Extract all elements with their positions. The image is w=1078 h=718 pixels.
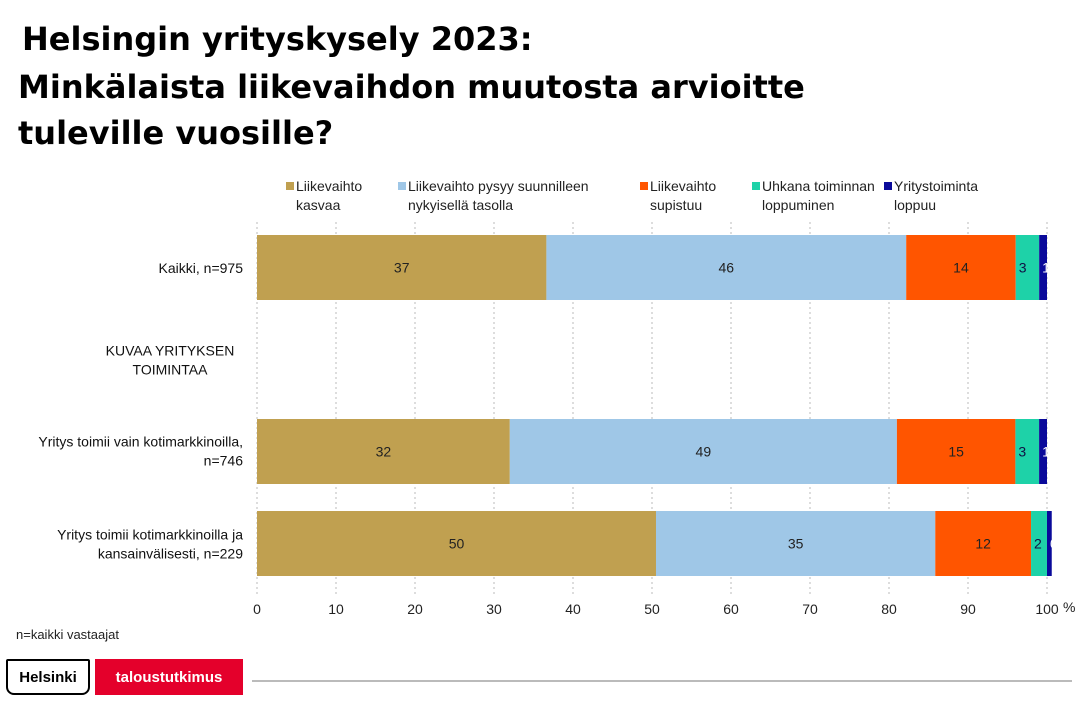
category-label: Yritys toimii kotimarkkinoilla ja — [57, 527, 243, 543]
data-label: 14 — [953, 260, 969, 276]
category-label: kansainvälisesti, n=229 — [98, 546, 243, 562]
legend-label: Uhkana toiminnan — [762, 178, 875, 194]
data-label: 3 — [1019, 260, 1027, 276]
helsinki-logo: Helsinki — [6, 659, 90, 695]
category-label: Kaikki, n=975 — [159, 260, 244, 276]
x-tick-label: 10 — [328, 601, 344, 617]
footnote: n=kaikki vastaajat — [16, 627, 119, 642]
data-label: 15 — [948, 444, 964, 460]
legend-swatch — [752, 182, 760, 190]
bar-segment — [655, 511, 936, 576]
data-label: 32 — [376, 444, 392, 460]
bar-segment — [896, 419, 1016, 484]
taloustutkimus-logo: taloustutkimus — [95, 659, 243, 695]
legend-label: kasvaa — [296, 197, 341, 213]
x-tick-label: 80 — [881, 601, 897, 617]
x-tick-label: 20 — [407, 601, 423, 617]
bar-segment — [1047, 511, 1052, 576]
x-tick-label: 0 — [253, 601, 261, 617]
bar-segment — [1015, 235, 1040, 300]
x-unit-label: % — [1063, 599, 1075, 615]
category-label: n=746 — [204, 453, 244, 469]
x-tick-label: 60 — [723, 601, 739, 617]
legend-label: Yritystoiminta — [894, 178, 978, 194]
bar-segment — [257, 235, 547, 300]
bar-segment — [1039, 419, 1047, 484]
legend-label: loppuminen — [762, 197, 834, 213]
data-label: 49 — [696, 444, 712, 460]
data-label: 35 — [788, 536, 804, 552]
bar-segment — [935, 511, 1032, 576]
legend-label: Liikevaihto — [296, 178, 362, 194]
bar-segment — [906, 235, 1016, 300]
title-line-1: Helsingin yrityskysely 2023: — [22, 20, 533, 58]
bar-segment — [546, 235, 907, 300]
x-tick-label: 30 — [486, 601, 502, 617]
bar-segment — [257, 511, 656, 576]
bar-segment — [257, 419, 510, 484]
data-label: 50 — [449, 536, 465, 552]
data-label: 2 — [1034, 536, 1042, 552]
legend-swatch — [640, 182, 648, 190]
category-label: KUVAA YRITYKSEN — [106, 343, 235, 359]
legend-label: nykyisellä tasolla — [408, 197, 513, 213]
x-tick-label: 50 — [644, 601, 660, 617]
x-tick-label: 90 — [960, 601, 976, 617]
legend-label: Liikevaihto pysyy suunnilleen — [408, 178, 589, 194]
legend-swatch — [398, 182, 406, 190]
legend-label: supistuu — [650, 197, 702, 213]
legend-swatch — [286, 182, 294, 190]
data-label: 1 — [1042, 444, 1050, 460]
bar-segment — [509, 419, 897, 484]
bar-segment — [1015, 419, 1040, 484]
legend-swatch — [884, 182, 892, 190]
bar-segment — [1039, 235, 1047, 300]
title-line-2: Minkälaista liikevaihdon muutosta arvioi… — [18, 68, 805, 106]
data-label: 37 — [394, 260, 410, 276]
data-label: 12 — [975, 536, 991, 552]
x-tick-label: 70 — [802, 601, 818, 617]
data-label: 0 — [1050, 536, 1058, 552]
data-label: 46 — [719, 260, 735, 276]
bar-segment — [1031, 511, 1047, 576]
footer-divider — [252, 680, 1072, 682]
x-tick-label: 100 — [1035, 601, 1059, 617]
category-label: TOIMINTAA — [133, 362, 209, 378]
title-line-3: tuleville vuosille? — [18, 114, 334, 152]
legend-label: loppuu — [894, 197, 936, 213]
data-label: 3 — [1018, 444, 1026, 460]
category-label: Yritys toimii vain kotimarkkinoilla, — [38, 434, 243, 450]
data-label: 1 — [1042, 260, 1050, 276]
x-tick-label: 40 — [565, 601, 581, 617]
legend-label: Liikevaihto — [650, 178, 716, 194]
